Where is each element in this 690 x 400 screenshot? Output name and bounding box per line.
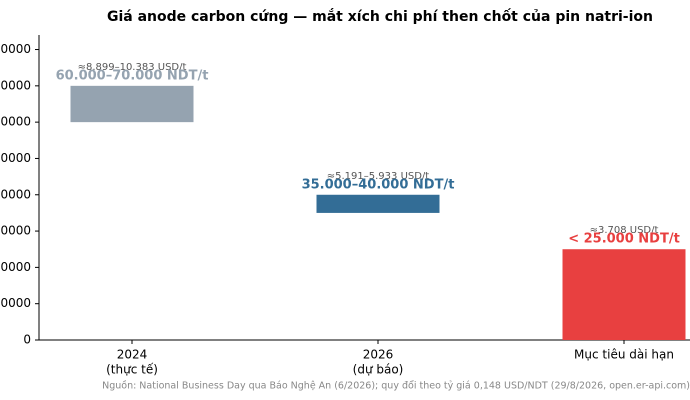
- x-tick-sublabel: (dự báo): [353, 363, 404, 377]
- y-tick-label: 30000: [0, 224, 31, 238]
- chart-title: Giá anode carbon cứng — mắt xích chi phí…: [107, 8, 653, 25]
- x-tick-label: 2024: [117, 348, 148, 362]
- source-note: Nguồn: National Business Day qua Báo Ngh…: [102, 381, 690, 392]
- bar: [316, 194, 440, 213]
- y-tick-label: 40000: [0, 187, 31, 201]
- x-tick-label: 2026: [363, 348, 394, 362]
- y-tick-label: 10000: [0, 296, 31, 310]
- annotation: ≈3.708 USD/t: [590, 225, 659, 236]
- x-tick-sublabel: (thực tế): [106, 363, 158, 377]
- y-tick-label: 20000: [0, 260, 31, 274]
- y-tick-label: 0: [23, 333, 31, 347]
- y-tick-label: 70000: [0, 78, 31, 92]
- value-label: 35.000–40.000 NDT/t: [302, 177, 455, 192]
- bar: [70, 85, 194, 123]
- value-label: < 25.000 NDT/t: [568, 232, 680, 247]
- annotation: ≈8.899–10.383 USD/t: [78, 62, 187, 73]
- y-tick-label: 60000: [0, 115, 31, 129]
- bar: [562, 249, 686, 340]
- annotation: ≈5.191–5.933 USD/t: [327, 171, 430, 182]
- value-label: 60.000–70.000 NDT/t: [56, 68, 209, 83]
- x-tick-label: Mục tiêu dài hạn: [574, 348, 674, 362]
- y-tick-label: 50000: [0, 151, 31, 165]
- y-tick-label: 80000: [0, 42, 31, 56]
